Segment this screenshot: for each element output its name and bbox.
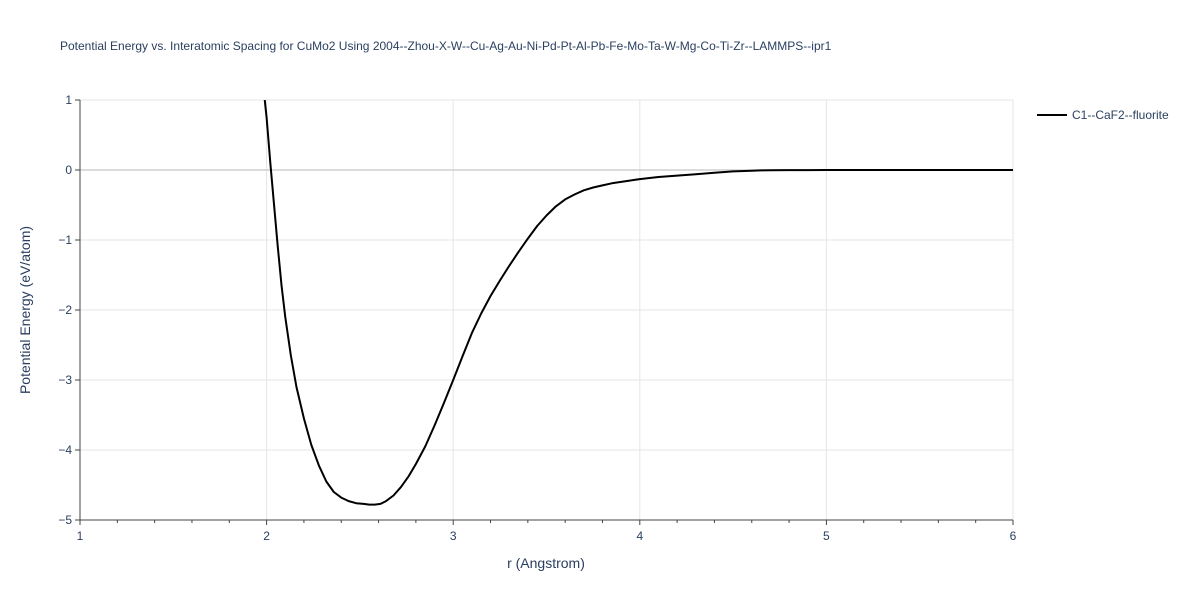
chart-title: Potential Energy vs. Interatomic Spacing… [60, 39, 832, 53]
x-tick-label: 2 [263, 529, 270, 543]
x-tick-label: 1 [77, 529, 84, 543]
x-tick-label: 3 [450, 529, 457, 543]
x-tick-label: 4 [636, 529, 643, 543]
x-tick-label: 6 [1010, 529, 1017, 543]
x-axis-minor-ticks [116, 520, 977, 523]
y-tick-label: −5 [58, 513, 72, 527]
y-axis-ticks: −5 −4 −3 −2 −1 0 1 [58, 93, 80, 527]
legend[interactable]: C1--CaF2--fluorite [1037, 108, 1169, 122]
y-tick-label: −1 [58, 233, 72, 247]
y-tick-label: −4 [58, 443, 72, 457]
series-layer [263, 100, 1013, 506]
x-axis-title: r (Angstrom) [507, 555, 585, 571]
y-tick-label: 0 [65, 163, 72, 177]
series-line [263, 100, 1013, 506]
x-tick-label: 5 [823, 529, 830, 543]
y-tick-label: −3 [58, 373, 72, 387]
x-axis-ticks: 1 2 3 4 5 6 [77, 520, 1017, 543]
legend-item[interactable]: C1--CaF2--fluorite [1037, 108, 1169, 122]
y-axis-title: Potential Energy (eV/atom) [17, 226, 33, 394]
y-tick-label: −2 [58, 303, 72, 317]
legend-label: C1--CaF2--fluorite [1072, 108, 1169, 122]
y-tick-label: 1 [65, 93, 72, 107]
